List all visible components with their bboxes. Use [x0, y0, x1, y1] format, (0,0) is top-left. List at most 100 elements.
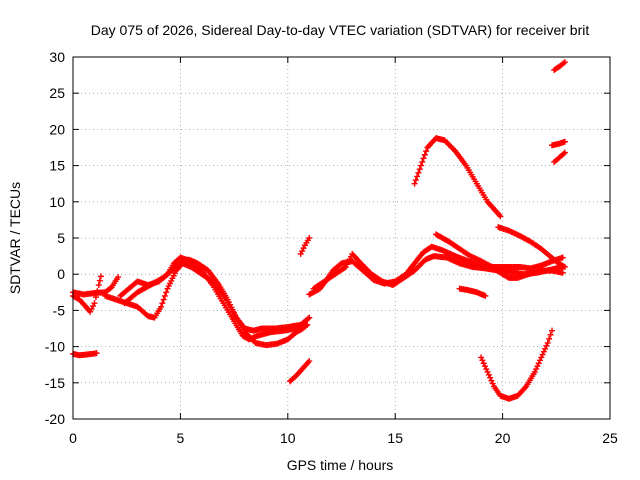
plus-marker: [561, 138, 568, 145]
plus-marker: [561, 263, 568, 270]
x-axis-ticks: 0 5 10 15 20 25: [69, 57, 618, 446]
series-track-h: [297, 235, 313, 257]
plus-marker: [411, 180, 418, 187]
series-track-p: [551, 149, 568, 165]
plus-marker: [419, 158, 426, 165]
plus-marker: [91, 300, 98, 307]
y-tick-label: 15: [49, 158, 65, 174]
plus-marker: [538, 354, 545, 361]
plus-marker: [546, 335, 553, 342]
plus-marker: [415, 169, 422, 176]
plus-marker: [115, 274, 122, 281]
plus-marker: [539, 351, 546, 358]
plus-marker: [542, 345, 549, 352]
x-tick-label: 5: [177, 430, 185, 446]
y-axis-ticks: -20 -15 -10 -5 0 5 10 15 20 25 30: [45, 49, 610, 427]
plus-marker: [160, 296, 167, 303]
y-tick-label: 25: [49, 85, 65, 101]
plus-marker: [484, 368, 491, 375]
series-track-r: [551, 59, 568, 74]
series-track-c: [70, 274, 122, 298]
series-track-n: [478, 327, 556, 402]
x-tick-label: 0: [69, 430, 77, 446]
y-tick-label: -5: [53, 302, 66, 318]
y-tick-label: -10: [45, 339, 65, 355]
y-tick-label: 0: [57, 266, 65, 282]
plus-marker: [535, 360, 542, 367]
plus-marker: [534, 363, 541, 370]
plus-marker: [536, 357, 543, 364]
plus-marker: [560, 150, 567, 157]
plus-marker: [96, 277, 103, 284]
plus-marker: [163, 289, 170, 296]
plus-marker: [533, 366, 540, 373]
plus-marker: [305, 315, 312, 322]
plus-marker: [420, 155, 427, 162]
plus-marker: [487, 374, 494, 381]
y-axis-label: SDTVAR / TECUs: [7, 182, 23, 294]
series-track-g: [286, 358, 313, 385]
plus-marker: [416, 166, 423, 173]
plus-marker: [561, 149, 568, 156]
y-tick-label: 5: [57, 230, 65, 246]
plus-marker: [97, 273, 104, 280]
series-track-j: [310, 250, 566, 292]
plus-marker: [478, 354, 485, 361]
chart-title: Day 075 of 2026, Sidereal Day-to-day VTE…: [91, 22, 590, 38]
y-tick-label: 30: [49, 49, 65, 65]
plus-marker: [540, 348, 547, 355]
plus-marker: [95, 282, 102, 289]
y-tick-label: 20: [49, 121, 65, 137]
plus-marker: [481, 363, 488, 370]
series-track-l: [433, 231, 566, 281]
plus-marker: [479, 357, 486, 364]
plus-marker: [483, 366, 490, 373]
series-track-o: [495, 224, 568, 270]
plus-marker: [497, 213, 504, 220]
plus-marker: [559, 269, 566, 276]
plus-marker: [93, 350, 100, 357]
data-series: [70, 59, 568, 402]
plus-marker: [482, 292, 489, 299]
series-track-q: [549, 138, 568, 149]
plus-marker: [306, 235, 313, 241]
plus-marker: [480, 360, 487, 367]
series-track-i: [306, 243, 566, 298]
plus-marker: [560, 263, 567, 270]
plus-marker: [559, 254, 566, 261]
series-track-m: [456, 285, 489, 299]
x-tick-label: 20: [495, 430, 511, 446]
plus-marker: [485, 371, 492, 378]
plus-marker: [547, 331, 554, 338]
plus-marker: [304, 321, 311, 328]
plus-marker: [543, 342, 550, 349]
grid: [73, 57, 610, 419]
plus-marker: [531, 368, 538, 375]
plus-marker: [414, 173, 421, 180]
plus-marker: [159, 300, 166, 307]
plus-marker: [306, 358, 313, 365]
x-tick-label: 15: [387, 430, 403, 446]
plus-marker: [417, 162, 424, 169]
x-tick-label: 10: [280, 430, 296, 446]
plus-marker: [161, 292, 168, 299]
plus-marker: [544, 339, 551, 346]
plus-marker: [489, 380, 496, 387]
x-axis-label: GPS time / hours: [287, 457, 394, 473]
plus-marker: [107, 285, 114, 292]
y-tick-label: -20: [45, 411, 65, 427]
series-track-k: [411, 135, 504, 220]
y-tick-label: -15: [45, 375, 65, 391]
x-tick-label: 25: [602, 430, 618, 446]
plus-marker: [488, 377, 495, 384]
plus-marker: [549, 327, 556, 334]
plus-marker: [412, 177, 419, 184]
series-track-a: [70, 350, 100, 359]
plus-marker: [421, 151, 428, 158]
plus-marker: [423, 148, 430, 155]
y-tick-label: 10: [49, 194, 65, 210]
plus-marker: [158, 303, 165, 310]
plus-marker: [561, 59, 568, 66]
series-track-f: [121, 256, 313, 334]
